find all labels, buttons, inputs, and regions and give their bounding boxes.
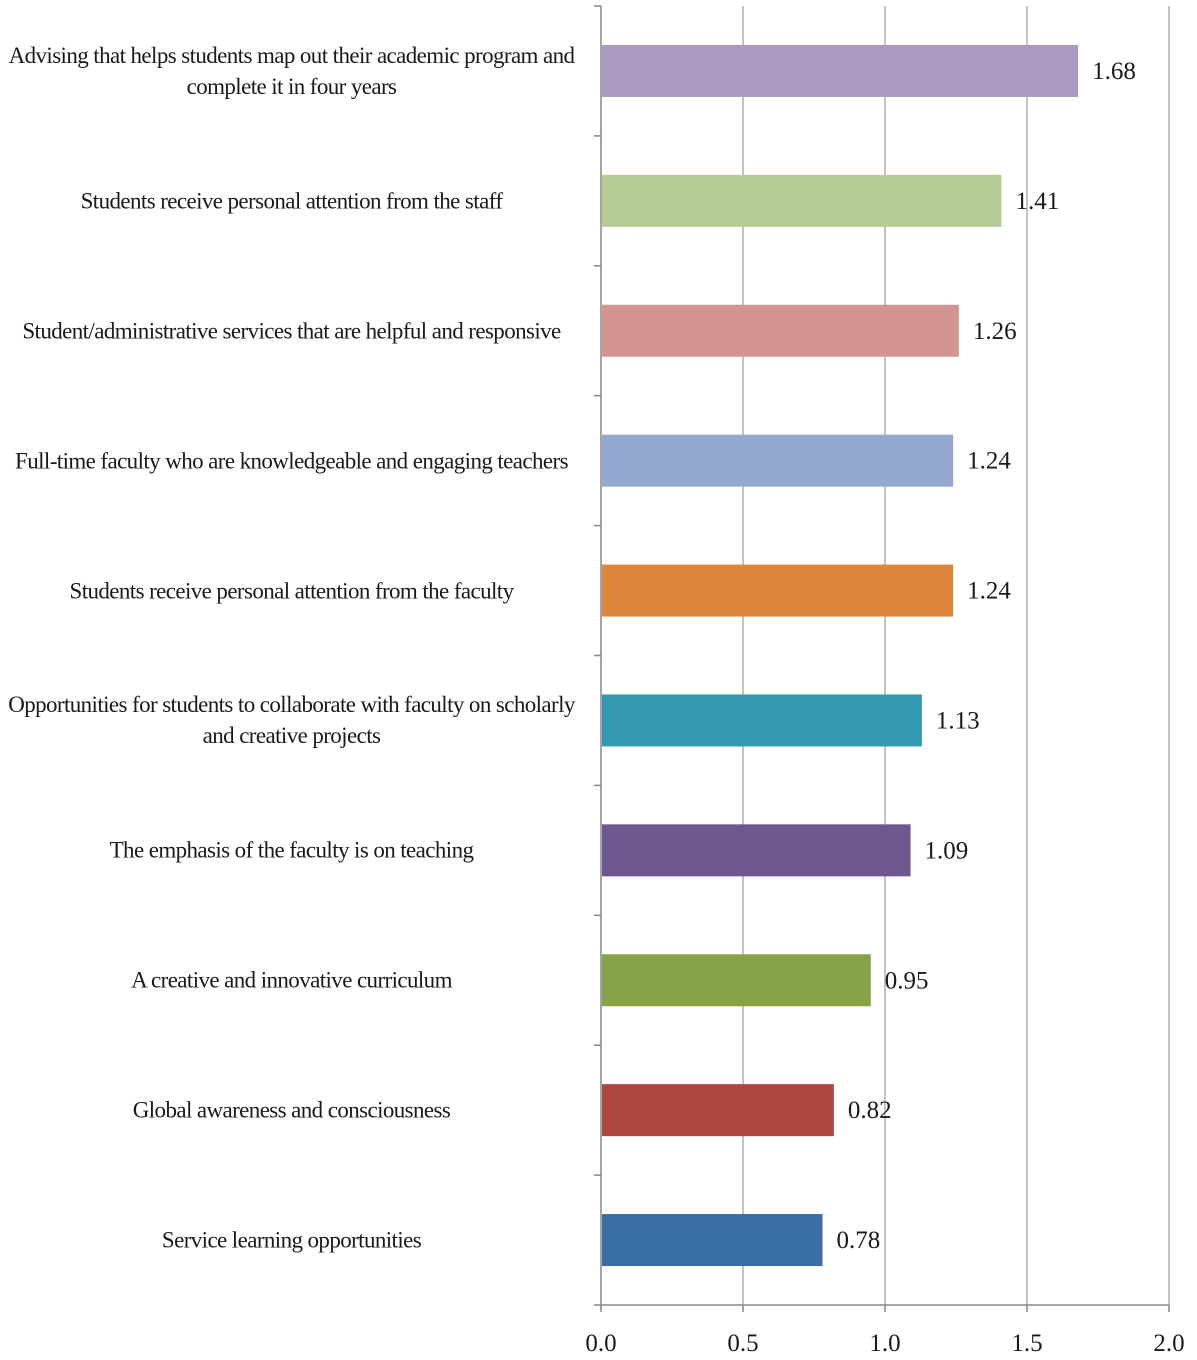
data-label-8: 0.95: [885, 967, 929, 994]
bar-8: [602, 954, 871, 1007]
bar-7: [602, 824, 911, 877]
bar-10: [602, 1214, 823, 1267]
data-label-3: 1.26: [973, 318, 1017, 345]
x-tick-label-3: 1.5: [1011, 1330, 1042, 1357]
category-label-2: Students receive personal attention from…: [80, 188, 503, 214]
bar-5: [602, 564, 954, 617]
x-tick-label-0: 0.0: [585, 1330, 616, 1357]
category-label-9: Global awareness and consciousness: [132, 1097, 451, 1123]
data-label-5: 1.24: [967, 578, 1011, 605]
category-label-1: Advising that helps students map out the…: [8, 42, 575, 99]
x-tick-label-1: 0.5: [727, 1330, 758, 1357]
x-tick-label-2: 1.0: [869, 1330, 900, 1357]
bar-3: [602, 304, 959, 357]
category-label-8: A creative and innovative curriculum: [131, 967, 452, 993]
bar-1: [602, 44, 1079, 97]
category-label-4: Full-time faculty who are knowledgeable …: [15, 448, 568, 474]
x-tick-label-4: 2.0: [1153, 1330, 1184, 1357]
category-label-3: Student/administrative services that are…: [22, 318, 561, 344]
category-label-7: The emphasis of the faculty is on teachi…: [109, 837, 474, 863]
data-label-4: 1.24: [967, 448, 1011, 475]
data-label-1: 1.68: [1092, 58, 1136, 85]
bar-2: [602, 174, 1002, 227]
data-label-9: 0.82: [848, 1097, 892, 1124]
category-label-6: Opportunities for students to collaborat…: [8, 692, 575, 749]
bar-4: [602, 434, 954, 487]
bar-9: [602, 1084, 834, 1137]
bar-6: [602, 694, 922, 747]
data-label-2: 1.41: [1015, 188, 1059, 215]
data-label-7: 1.09: [925, 837, 969, 864]
category-label-10: Service learning opportunities: [161, 1227, 422, 1253]
data-label-10: 0.78: [837, 1227, 881, 1254]
data-label-6: 1.13: [936, 707, 980, 734]
category-label-5: Students receive personal attention from…: [69, 578, 515, 604]
